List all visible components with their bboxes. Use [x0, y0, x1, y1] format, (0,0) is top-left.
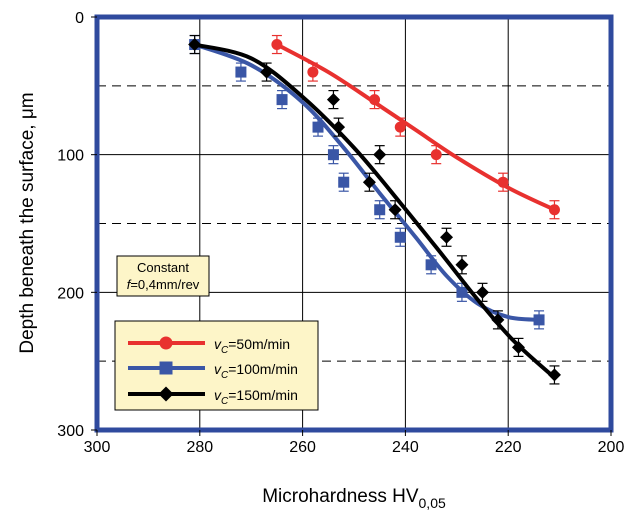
data-point: [307, 66, 319, 78]
x-axis-title: Microhardness HV0,05: [262, 486, 446, 511]
data-point: [188, 38, 202, 52]
data-point: [326, 93, 340, 107]
x-tick-label: 220: [495, 439, 522, 456]
y-axis-title: Depth beneath the surface, μm: [17, 92, 38, 353]
x-tick-label: 260: [289, 439, 316, 456]
annotation-line2: f=0,4mm/rev: [127, 277, 200, 292]
data-point: [533, 314, 545, 326]
legend-items: [128, 336, 205, 402]
legend-swatch-marker: [158, 386, 174, 402]
plot-frame: [94, 14, 614, 433]
legend: vC=50m/min vC=100m/min vC=150m/min: [114, 320, 319, 411]
legend-swatch-marker: [159, 336, 173, 350]
data-point: [476, 285, 489, 299]
data-point: [327, 149, 339, 161]
series-line: [192, 42, 542, 322]
series-1: [271, 34, 560, 220]
data-point: [388, 203, 402, 217]
data-point: [338, 176, 350, 188]
annotation-box: Constant f=0,4mm/rev: [116, 255, 210, 297]
x-tick-label: 280: [186, 439, 213, 456]
y-tick-label: 100: [57, 148, 84, 165]
tick-labels: 300 280 260 240 220 200 0 100 200 300: [57, 10, 624, 456]
data-point: [547, 368, 561, 382]
data-point: [373, 148, 387, 162]
series-3: [188, 34, 561, 385]
data-point: [456, 286, 468, 298]
data-point: [332, 120, 346, 134]
data-point: [394, 121, 406, 133]
x-axis-title-main: Microhardness HV: [262, 486, 419, 507]
legend-swatch-marker: [159, 361, 173, 375]
x-tick-label: 200: [598, 439, 625, 456]
data-point: [491, 313, 505, 327]
series-layer: [188, 34, 561, 385]
data-point: [440, 230, 454, 244]
data-point: [276, 94, 288, 106]
data-point: [548, 204, 560, 216]
data-point: [271, 39, 283, 51]
series-line: [274, 42, 557, 212]
x-axis-title-sub: 0,05: [419, 495, 446, 511]
data-point: [374, 204, 386, 216]
legend-label-3: vC=150m/min: [214, 387, 298, 407]
data-point: [455, 258, 469, 272]
data-point: [497, 176, 509, 188]
data-point: [511, 340, 525, 354]
data-point: [260, 65, 274, 79]
data-point: [235, 66, 247, 78]
data-point: [312, 121, 324, 133]
annotation-line1: Constant: [137, 260, 189, 275]
legend-label-2: vC=100m/min: [214, 361, 298, 381]
x-tick-label: 300: [84, 439, 111, 456]
data-point: [369, 94, 381, 106]
legend-label-1: vC=50m/min: [214, 336, 290, 356]
data-point: [425, 259, 437, 271]
x-tick-label: 240: [392, 439, 419, 456]
data-point: [394, 231, 406, 243]
data-point: [430, 149, 442, 161]
y-tick-label: 200: [57, 285, 84, 302]
y-tick-label: 0: [75, 10, 84, 27]
y-tick-label: 300: [57, 423, 84, 440]
data-point: [362, 175, 376, 189]
